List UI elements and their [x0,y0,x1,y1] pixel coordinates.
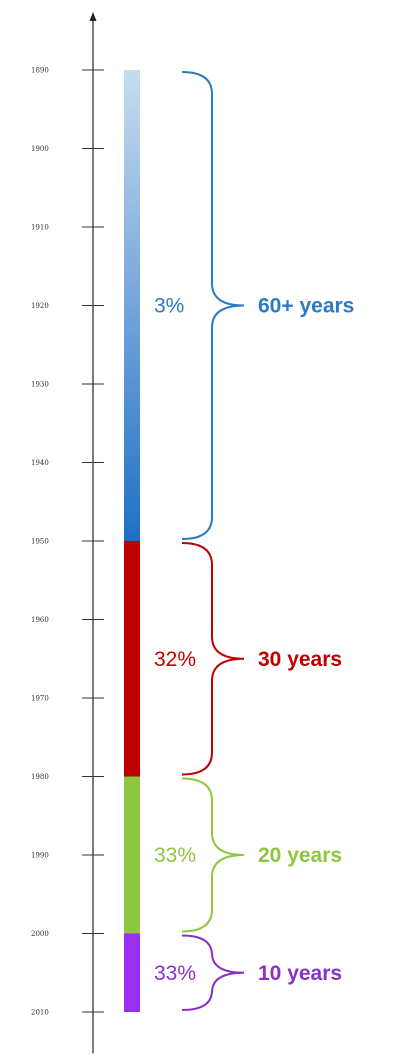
percent-label: 3% [154,295,184,318]
percent-label: 33% [154,844,196,867]
segment-bar [124,933,140,1012]
duration-label: 30 years [258,648,342,671]
segment-brace [181,777,245,933]
tick-label: 1910 [31,224,49,232]
segment-braces [181,71,245,1011]
tick-label: 1990 [31,852,49,860]
tick-label: 1890 [31,67,49,75]
tick-label: 2010 [31,1009,49,1017]
segment-brace [181,71,245,540]
tick-label: 1930 [31,381,49,389]
time-axis: 1890 1900 1910 1920 1930 1940 1950 1960 1970 1980… [31,12,104,1054]
tick-label: 1900 [31,145,49,153]
segment-brace [181,542,245,776]
segment-bars [124,70,140,1012]
percent-label: 32% [154,648,196,671]
segment-bar [124,70,140,541]
axis-arrow-icon [89,12,97,21]
tick-label: 1960 [31,616,49,624]
percent-label: 33% [154,962,196,985]
duration-label: 10 years [258,962,342,985]
duration-label: 20 years [258,844,342,867]
segment-brace [181,934,245,1011]
tick-label: 1940 [31,459,49,467]
segment-bar [124,541,140,777]
tick-label: 1980 [31,773,49,781]
tick-label: 2000 [31,930,49,938]
segment-bar [124,776,140,934]
duration-label: 60+ years [258,295,354,318]
tick-label: 1950 [31,538,49,546]
tick-label: 1920 [31,302,49,310]
segment-labels: 3% 60+ years 32% 30 years 33% 20 years 33% 10 y… [154,295,354,985]
tick-label: 1970 [31,695,49,703]
